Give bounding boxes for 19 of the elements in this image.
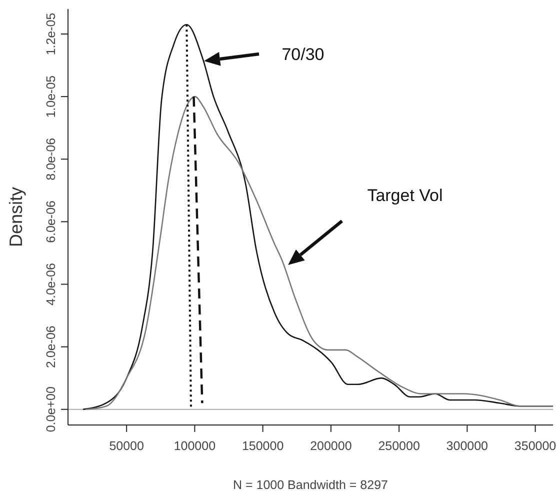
y-tick-label: 4.0e-06 bbox=[44, 263, 58, 306]
line-series bbox=[85, 96, 553, 410]
y-tick-label: 0.0e+00 bbox=[44, 386, 58, 432]
y-tick-label: 1.0e-05 bbox=[44, 75, 58, 118]
y-tick-label: 8.0e-06 bbox=[44, 138, 58, 180]
x-tick-label: 350000 bbox=[514, 439, 556, 453]
y-axis-title: Density bbox=[6, 186, 26, 248]
x-tick-label: 250000 bbox=[378, 439, 420, 453]
x-tick-label: 200000 bbox=[310, 439, 352, 453]
x-tick-label: 300000 bbox=[446, 439, 488, 453]
x-axis-title: N = 1000 Bandwidth = 8297 bbox=[233, 478, 388, 491]
y-tick-label: 2.0e-06 bbox=[44, 326, 58, 368]
annotation: 70/30 bbox=[282, 45, 324, 64]
x-tick-label: 150000 bbox=[242, 439, 284, 453]
x-tick-label: 100000 bbox=[174, 439, 216, 453]
y-tick-label: 1.2e-05 bbox=[44, 12, 58, 56]
annotation: Target Vol bbox=[367, 186, 443, 205]
y-tick-label: 6.0e-06 bbox=[44, 200, 58, 243]
x-tick-label: 50000 bbox=[109, 439, 144, 453]
